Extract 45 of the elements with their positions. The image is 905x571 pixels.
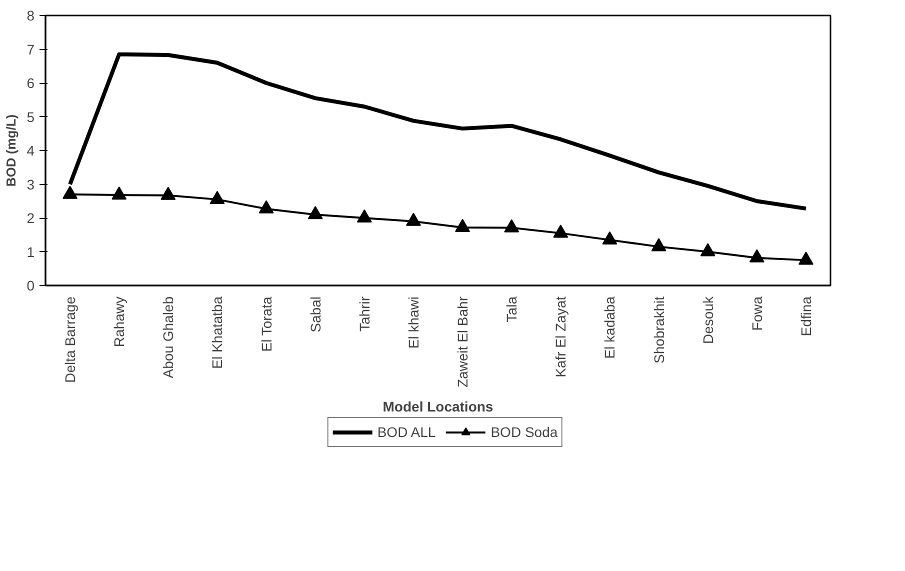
point xyxy=(210,190,225,204)
y-tick-label: 0 xyxy=(26,278,35,294)
point xyxy=(602,231,618,244)
point xyxy=(553,224,568,238)
x-tick-label: Abou Ghaleb xyxy=(160,296,176,378)
y-tick-label: 1 xyxy=(26,244,35,260)
point xyxy=(258,200,274,214)
y-tick-label: 5 xyxy=(26,108,35,125)
x-tick-label: El kadaba xyxy=(602,296,618,359)
y-tick-label: 3 xyxy=(26,176,35,192)
x-tick-label: Tala xyxy=(504,296,520,322)
y-tick-label: 6 xyxy=(26,75,35,91)
point xyxy=(749,249,764,262)
point xyxy=(651,238,666,252)
point xyxy=(112,186,127,200)
x-tick-label: El Torata xyxy=(258,296,274,352)
x-tick-label: Edfina xyxy=(798,296,814,336)
x-tick-label: El khawi xyxy=(405,296,422,349)
y-axis-title: BOD (mg/L) xyxy=(4,114,19,187)
legend-label: BOD Soda xyxy=(490,424,558,440)
point xyxy=(308,206,323,220)
point xyxy=(504,219,520,232)
point xyxy=(798,252,814,265)
y-tick-label: 4 xyxy=(26,142,35,158)
legend-label: BOD ALL xyxy=(377,424,436,440)
point xyxy=(455,218,470,232)
x-tick-label: Zaweit El Bahr xyxy=(454,296,471,388)
point xyxy=(160,186,176,200)
point xyxy=(406,212,421,226)
x-tick-label: Rahawy xyxy=(111,296,128,348)
x-tick-label: Fowa xyxy=(748,296,765,331)
point xyxy=(356,209,372,223)
y-tick-label: 7 xyxy=(26,41,35,58)
point xyxy=(62,186,78,199)
x-tick-label: Tahrir xyxy=(356,296,372,332)
y-tick-label: 8 xyxy=(26,8,35,24)
x-tick-label: Shobrakhit xyxy=(650,296,667,364)
x-tick-label: Delta Barrage xyxy=(62,296,78,383)
x-tick-label: Desouk xyxy=(700,296,716,344)
x-tick-label: El Khatatba xyxy=(209,296,226,369)
y-tick-label: 2 xyxy=(26,210,35,226)
point xyxy=(700,243,716,256)
x-axis-title: Model Locations xyxy=(382,398,494,415)
x-tick-label: Sabal xyxy=(307,296,324,332)
x-tick-label: Kafr El Zayat xyxy=(552,296,569,378)
